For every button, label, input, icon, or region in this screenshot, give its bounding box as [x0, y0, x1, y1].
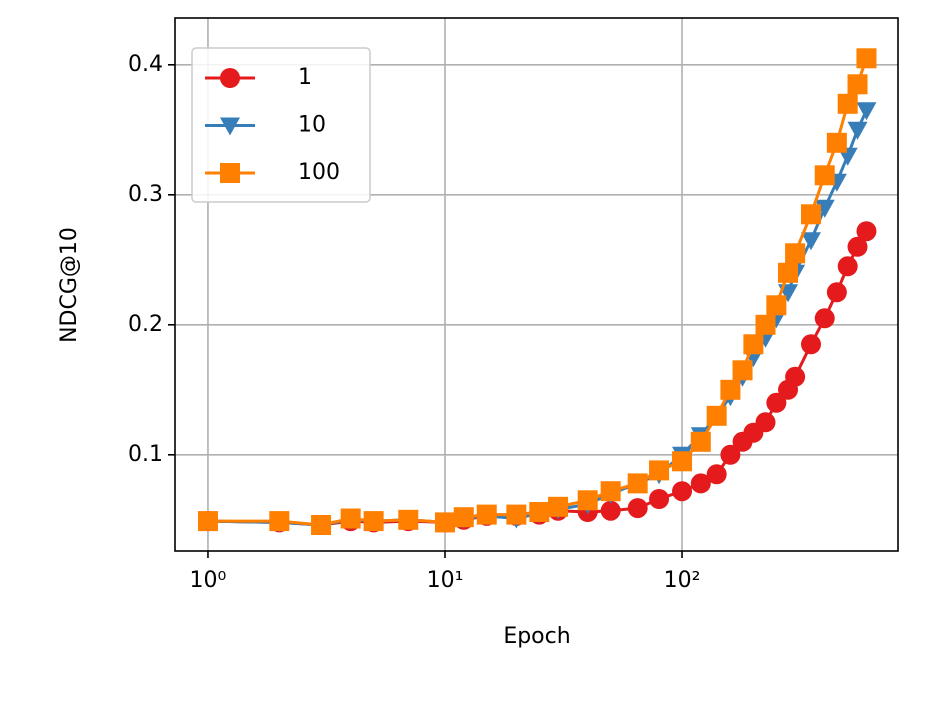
data-point: [577, 490, 598, 511]
data-point: [600, 481, 621, 502]
data-point: [785, 243, 806, 264]
data-point: [197, 511, 218, 532]
data-point: [856, 102, 877, 121]
data-point: [847, 236, 868, 257]
data-point: [856, 221, 877, 242]
data-point: [847, 74, 868, 95]
data-point: [800, 232, 821, 251]
data-point: [506, 504, 527, 525]
data-point: [453, 507, 474, 528]
data-point: [649, 460, 670, 481]
data-point: [826, 132, 847, 153]
legend-label: 10: [298, 113, 326, 138]
x-tick-label: 10¹: [427, 568, 464, 593]
x-axis-label: Epoch: [503, 624, 570, 649]
legend-marker: [220, 163, 240, 183]
data-point: [856, 48, 877, 69]
data-point: [837, 93, 858, 114]
data-point: [529, 502, 550, 522]
data-point: [814, 165, 835, 186]
data-point: [814, 308, 835, 329]
data-point: [548, 496, 569, 517]
data-point: [627, 473, 648, 494]
data-point: [269, 511, 290, 532]
data-point: [720, 444, 741, 465]
legend-label: 100: [298, 160, 340, 185]
data-point: [476, 504, 497, 525]
legend-marker: [220, 117, 240, 136]
data-point: [600, 500, 621, 521]
data-point: [398, 509, 419, 530]
data-point: [311, 515, 332, 535]
data-point: [766, 295, 787, 316]
data-point: [690, 431, 711, 452]
data-point: [706, 464, 727, 485]
data-point: [800, 204, 821, 225]
data-point: [706, 405, 727, 426]
x-tick-label: 10⁰: [190, 568, 227, 593]
data-point: [743, 334, 764, 355]
plot-frame: [174, 17, 899, 552]
x-tick-label: 10²: [664, 568, 701, 593]
data-point: [720, 379, 741, 400]
data-point: [627, 498, 648, 519]
data-point: [690, 473, 711, 494]
y-tick-label: 0.4: [128, 52, 163, 77]
data-point: [766, 392, 787, 413]
data-point: [755, 412, 776, 433]
y-tick-label: 0.1: [128, 442, 163, 467]
data-point: [434, 512, 455, 533]
data-point: [800, 334, 821, 355]
data-point: [672, 451, 693, 472]
data-point: [826, 282, 847, 303]
data-point: [732, 360, 753, 381]
data-point: [363, 511, 384, 532]
y-axis-label: NDCG@10: [57, 227, 82, 343]
legend-marker: [220, 68, 240, 88]
data-point: [837, 256, 858, 277]
data-point: [649, 489, 670, 509]
y-tick-label: 0.3: [128, 182, 163, 207]
data-point: [340, 508, 361, 529]
legend-label: 1: [298, 65, 312, 90]
data-point: [847, 121, 868, 140]
data-point: [778, 262, 799, 283]
data-point: [755, 314, 776, 335]
series-line: [207, 230, 868, 527]
y-tick-label: 0.2: [128, 312, 163, 337]
data-point: [785, 366, 806, 387]
data-point: [672, 481, 693, 502]
